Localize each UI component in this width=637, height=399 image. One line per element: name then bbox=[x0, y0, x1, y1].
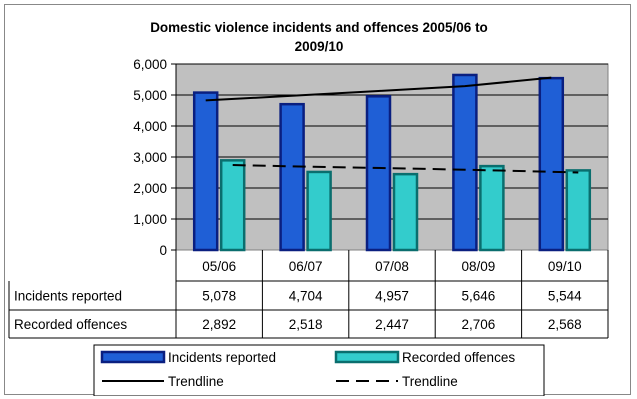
data-table: 05/06 06/07 07/08 08/09 09/10 Incidents repor… bbox=[8, 250, 609, 339]
legend: Incidents reported Recorded offences Trend… bbox=[93, 344, 545, 396]
bar-recorded-offences-09-10 bbox=[565, 169, 592, 252]
bar-incidents-reported-09-10 bbox=[538, 76, 565, 252]
table-cell-value: 2,568 bbox=[548, 317, 582, 332]
table-cell-value: 4,957 bbox=[375, 289, 409, 304]
bar-recorded-offences-07-08 bbox=[392, 172, 419, 252]
y-tick-label: 6,000 bbox=[133, 57, 167, 72]
bar-incidents-reported-05-06 bbox=[192, 91, 219, 252]
chart-title-line-2: 2009/10 bbox=[295, 39, 344, 54]
y-tick-label: 4,000 bbox=[133, 119, 167, 134]
table-cell-value: 5,544 bbox=[548, 289, 582, 304]
table-row-label: Recorded offences bbox=[14, 317, 127, 332]
table-cell-value: 2,518 bbox=[289, 317, 323, 332]
y-tick-label: 1,000 bbox=[133, 212, 167, 227]
trendline-offences bbox=[232, 164, 579, 174]
legend-label: Incidents reported bbox=[168, 350, 276, 365]
table-cell-value: 5,078 bbox=[202, 289, 236, 304]
table-cell-value: 2,706 bbox=[462, 317, 496, 332]
table-cell-value: 4,704 bbox=[289, 289, 323, 304]
x-category-label: 05/06 bbox=[202, 259, 236, 274]
table-row-label: Incidents reported bbox=[14, 289, 122, 304]
bar-incidents-reported-06-07 bbox=[279, 102, 305, 252]
bar-recorded-offences-06-07 bbox=[306, 170, 332, 252]
x-category-label: 07/08 bbox=[375, 259, 409, 274]
legend-box bbox=[93, 344, 545, 396]
plot-area: 0 1,000 2,000 3,000 4,000 5,000 6,000 bbox=[133, 57, 609, 258]
x-category-label: 08/09 bbox=[462, 259, 496, 274]
legend-swatch bbox=[334, 350, 400, 364]
x-category-label: 09/10 bbox=[548, 259, 582, 274]
legend-label: Trendline bbox=[402, 374, 458, 389]
y-tick-label: 2,000 bbox=[133, 181, 167, 196]
table-cell-value: 2,892 bbox=[202, 317, 236, 332]
legend-label: Trendline bbox=[168, 374, 224, 389]
chart-title-line-1: Domestic violence incidents and offences… bbox=[150, 20, 488, 35]
table-cell-value: 5,646 bbox=[462, 289, 496, 304]
bar-recorded-offences-08-09 bbox=[479, 164, 505, 252]
bar-incidents-reported-08-09 bbox=[452, 73, 478, 252]
table-cell-value: 2,447 bbox=[375, 317, 409, 332]
legend-label: Recorded offences bbox=[402, 350, 515, 365]
chart-area: Domestic violence incidents and offences… bbox=[4, 4, 631, 396]
y-tick-label: 3,000 bbox=[133, 150, 167, 165]
y-tick-label: 5,000 bbox=[133, 88, 167, 103]
y-tick-label: 0 bbox=[159, 243, 167, 258]
legend-swatch bbox=[100, 350, 166, 364]
trendline-incidents bbox=[205, 76, 552, 102]
bar-incidents-reported-07-08 bbox=[365, 95, 392, 252]
chart-svg: Domestic violence incidents and offences… bbox=[8, 20, 609, 396]
bar-recorded-offences-05-06 bbox=[219, 159, 246, 252]
x-category-label: 06/07 bbox=[289, 259, 323, 274]
